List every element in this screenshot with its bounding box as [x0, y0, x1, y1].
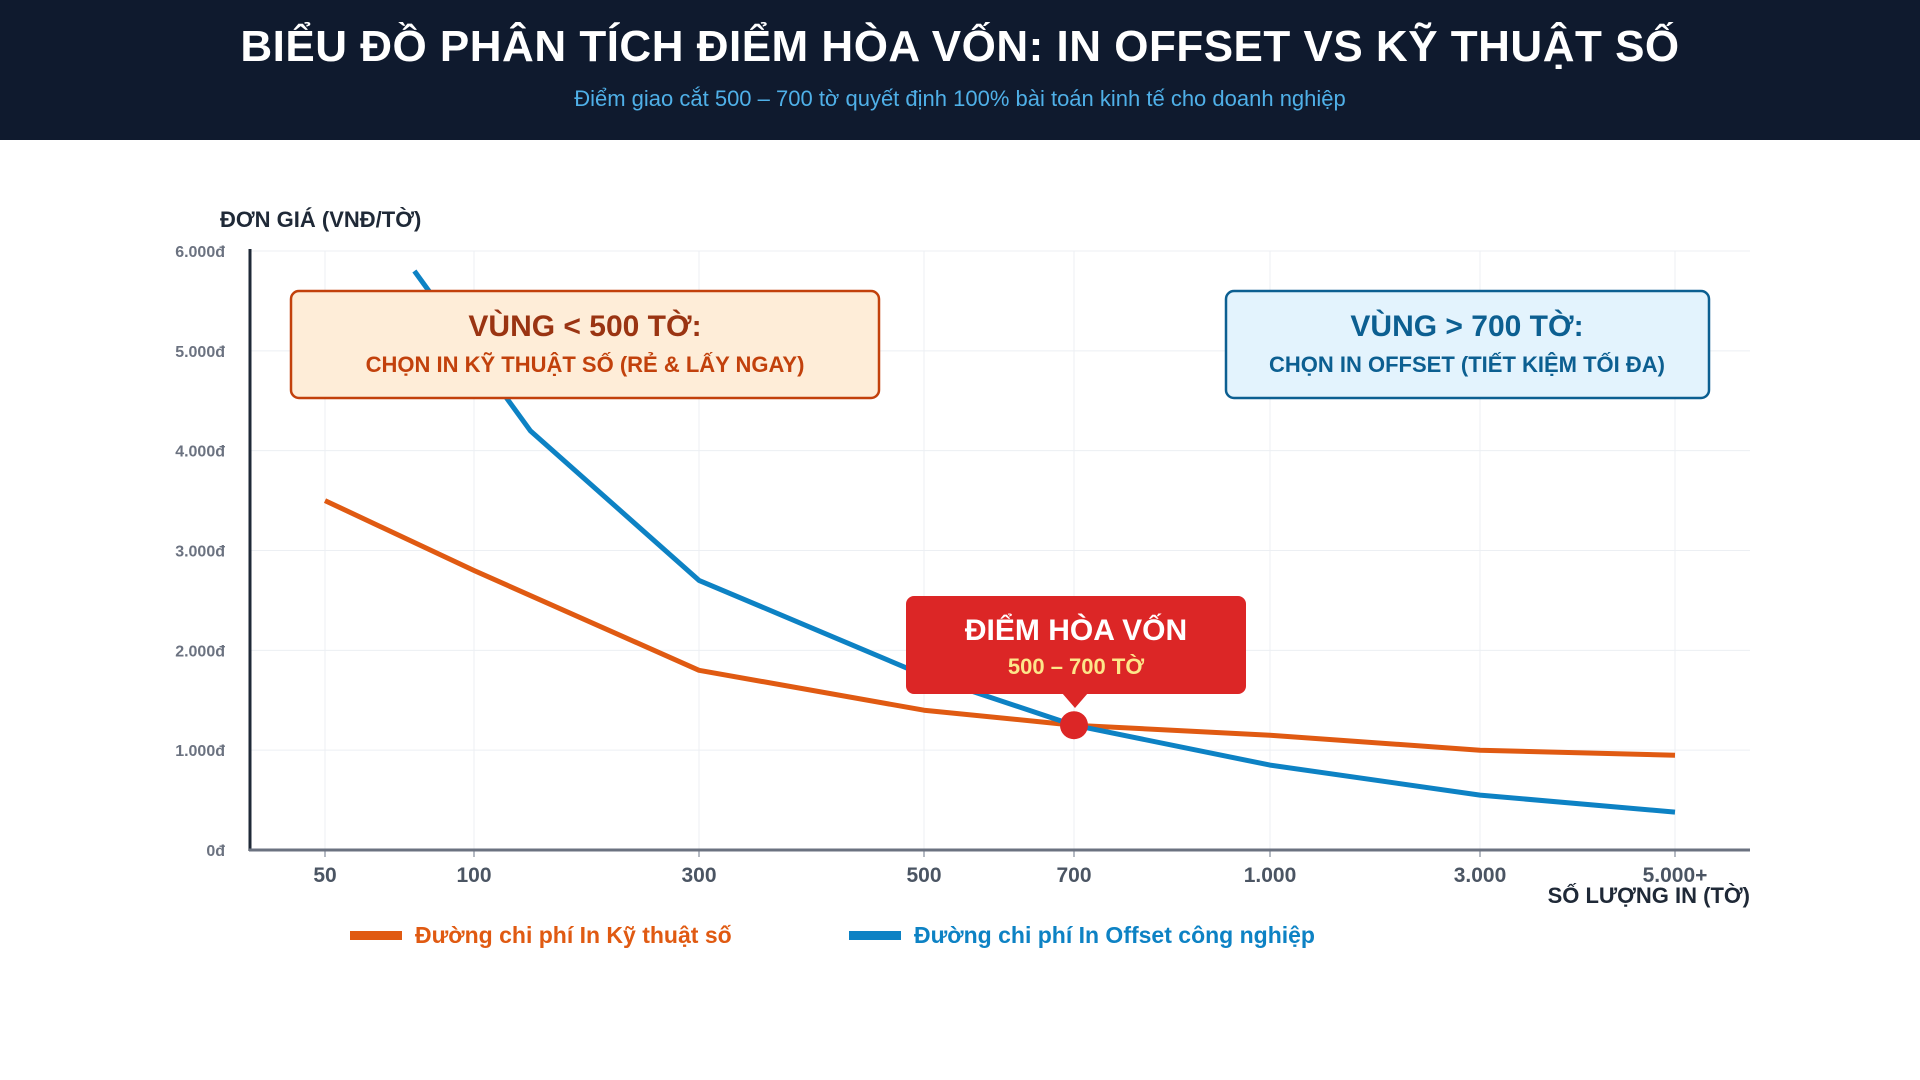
series-line-digital	[323, 498, 1676, 758]
x-tick-label: 5.000+	[1643, 864, 1708, 887]
chart: 0đ 1.000đ 2.000đ 3.000đ 4.000đ 5.000đ 6.000đ 50…	[175, 207, 1750, 948]
series-line-offset	[412, 269, 1676, 815]
x-tick-label: 100	[456, 864, 491, 887]
right-zone-title: VÙNG > 700 TỜ:	[1350, 309, 1583, 343]
y-tick-label: 4.000đ	[175, 444, 225, 461]
left-zone-box	[289, 289, 881, 400]
break-even-pointer	[1062, 693, 1088, 708]
legend-label-offset: Đường chi phí In Offset công nghiệp	[914, 922, 1315, 948]
y-tick-label: 3.000đ	[175, 544, 225, 561]
axes	[248, 249, 1750, 857]
x-tick-label: 1.000	[1244, 864, 1297, 887]
legend-swatch-offset	[849, 931, 901, 940]
break-even-title: ĐIỂM HÒA VỐN	[965, 613, 1187, 647]
left-zone-subtitle: CHỌN IN KỸ THUẬT SỐ (RẺ & LẤY NGAY)	[366, 351, 805, 377]
x-tick-label: 500	[906, 864, 941, 887]
header: BIỂU ĐỒ PHÂN TÍCH ĐIỂM HÒA VỐN: IN OFFSE…	[0, 0, 1920, 140]
x-tick-label: 300	[681, 864, 716, 887]
break-even-callout: ĐIỂM HÒA VỐN 500 – 700 TỜ	[906, 596, 1246, 740]
right-zone-subtitle: CHỌN IN OFFSET (TIẾT KIỆM TỐI ĐA)	[1269, 351, 1665, 377]
page-title: BIỂU ĐỒ PHÂN TÍCH ĐIỂM HÒA VỐN: IN OFFSE…	[240, 22, 1680, 71]
page-subtitle: Điểm giao cắt 500 – 700 tờ quyết định 10…	[574, 86, 1346, 111]
x-tick-label: 700	[1056, 864, 1091, 887]
series-lines	[323, 269, 1676, 815]
x-axis-title: SỐ LƯỢNG IN (TỜ)	[1548, 882, 1750, 908]
break-even-subtitle: 500 – 700 TỜ	[1008, 654, 1144, 679]
left-zone-title: VÙNG < 500 TỜ:	[468, 309, 701, 343]
y-tick-label: 0đ	[206, 843, 225, 860]
x-tick-label: 50	[313, 864, 336, 887]
legend: Đường chi phí In Kỹ thuật số Đường chi p…	[350, 922, 1315, 948]
break-even-point	[1060, 711, 1088, 740]
right-zone-box	[1224, 289, 1711, 400]
right-zone-callout: VÙNG > 700 TỜ: CHỌN IN OFFSET (TIẾT KIỆM…	[1224, 289, 1711, 400]
tick-labels: 0đ 1.000đ 2.000đ 3.000đ 4.000đ 5.000đ 6.000đ 50…	[175, 244, 1707, 887]
y-axis-title: ĐƠN GIÁ (VNĐ/TỜ)	[220, 207, 421, 232]
y-tick-label: 2.000đ	[175, 643, 225, 660]
legend-label-digital: Đường chi phí In Kỹ thuật số	[415, 922, 732, 948]
break-even-box	[906, 596, 1246, 694]
x-tick-label: 3.000	[1454, 864, 1507, 887]
y-tick-label: 1.000đ	[175, 743, 225, 760]
left-zone-callout: VÙNG < 500 TỜ: CHỌN IN KỸ THUẬT SỐ (RẺ &…	[289, 289, 881, 400]
y-tick-label: 6.000đ	[175, 244, 225, 261]
legend-swatch-digital	[350, 931, 402, 940]
y-tick-label: 5.000đ	[175, 344, 225, 361]
